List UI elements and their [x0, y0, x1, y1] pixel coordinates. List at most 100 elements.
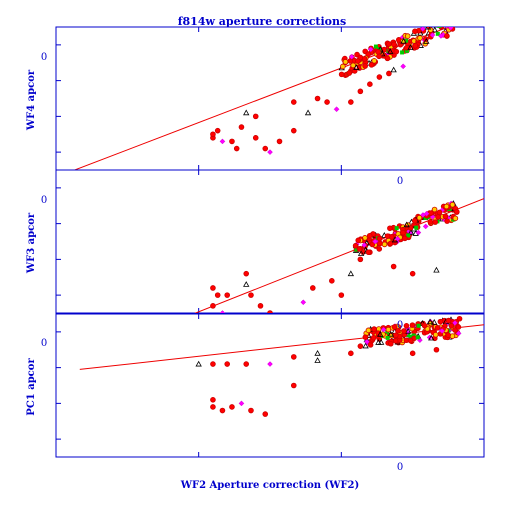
- data-point: [449, 21, 454, 26]
- data-point: [455, 324, 462, 330]
- data-point: [366, 232, 373, 239]
- data-point: [407, 337, 414, 344]
- data-point: [291, 314, 296, 319]
- data-point: [348, 99, 354, 105]
- data-point: [433, 346, 440, 353]
- data-point: [404, 38, 409, 43]
- data-point: [355, 237, 362, 244]
- data-point: [417, 35, 423, 41]
- data-point: [290, 99, 297, 105]
- data-point: [454, 209, 460, 215]
- data-point: [455, 330, 462, 337]
- data-point: [428, 334, 435, 341]
- data-point: [370, 334, 377, 341]
- data-point: [214, 127, 221, 134]
- data-point: [376, 235, 383, 242]
- data-layer: [73, 16, 456, 170]
- data-point: [243, 281, 250, 287]
- data-point: [376, 246, 383, 252]
- data-point: [424, 27, 432, 30]
- data-point: [387, 330, 394, 337]
- data-point: [386, 41, 392, 47]
- data-point: [427, 27, 434, 33]
- data-point: [363, 338, 370, 345]
- data-point: [219, 310, 226, 313]
- data-point: [210, 303, 216, 309]
- data-point: [415, 335, 420, 340]
- data-point: [367, 46, 374, 53]
- data-point: [365, 249, 372, 256]
- data-point: [449, 201, 456, 208]
- data-point: [384, 55, 391, 62]
- data-point: [416, 214, 423, 221]
- data-point: [314, 357, 321, 363]
- data-point: [406, 233, 411, 238]
- data-point: [406, 333, 411, 338]
- data-point: [380, 326, 387, 333]
- data-point: [411, 217, 418, 224]
- data-point: [391, 324, 398, 330]
- data-point: [262, 145, 269, 152]
- wf3-panel: [55, 169, 485, 323]
- y-tick-label-pc1: 0: [41, 338, 47, 349]
- x-tick-label-pc1: 0: [397, 462, 403, 473]
- data-point: [243, 361, 250, 367]
- data-point: [447, 16, 452, 21]
- data-point: [346, 70, 353, 76]
- data-point: [354, 247, 359, 252]
- x-tick-label-wf4: 0: [397, 176, 403, 187]
- data-point: [386, 70, 392, 77]
- data-point: [408, 334, 413, 339]
- data-point: [252, 135, 259, 141]
- data-point: [376, 53, 382, 60]
- data-point: [404, 327, 412, 334]
- data-point: [431, 27, 438, 33]
- data-point: [309, 285, 316, 291]
- data-point: [347, 270, 355, 277]
- data-point: [362, 63, 368, 69]
- panel-frame: [55, 169, 485, 314]
- data-point: [437, 318, 444, 325]
- data-point: [421, 322, 428, 329]
- data-point: [356, 246, 363, 252]
- data-point: [314, 350, 321, 356]
- data-point: [407, 228, 415, 235]
- data-point: [233, 145, 240, 152]
- data-point: [243, 270, 250, 277]
- data-point: [444, 18, 449, 23]
- data-point: [412, 28, 418, 35]
- data-point: [357, 256, 364, 263]
- data-point: [371, 326, 377, 332]
- data-point: [362, 342, 369, 349]
- data-point: [409, 350, 416, 357]
- data-point: [391, 41, 397, 48]
- data-point: [435, 214, 441, 220]
- data-point: [442, 213, 449, 220]
- data-point: [375, 339, 382, 345]
- data-point: [402, 235, 408, 242]
- y-tick-label-wf3: 0: [41, 195, 47, 206]
- data-point: [400, 229, 406, 236]
- data-point: [229, 404, 235, 410]
- data-point: [415, 229, 422, 236]
- data-point: [390, 263, 397, 270]
- data-point: [393, 332, 399, 339]
- data-point: [422, 223, 429, 230]
- data-point: [248, 292, 254, 298]
- data-point: [452, 320, 458, 326]
- data-point: [277, 318, 282, 323]
- data-point: [210, 361, 216, 367]
- data-point: [390, 66, 397, 73]
- data-point: [381, 241, 388, 248]
- x-tick-label-wf3: 0: [397, 320, 403, 331]
- data-point: [243, 109, 250, 116]
- data-point: [210, 131, 216, 138]
- x-axis-label: WF2 Aperture correction (WF2): [180, 480, 360, 491]
- data-point: [350, 62, 356, 69]
- data-point: [452, 215, 459, 222]
- data-point: [300, 299, 307, 306]
- data-point: [445, 17, 450, 22]
- data-point: [267, 310, 273, 313]
- y-axis-label-wf3: WF3 apcor: [26, 212, 37, 274]
